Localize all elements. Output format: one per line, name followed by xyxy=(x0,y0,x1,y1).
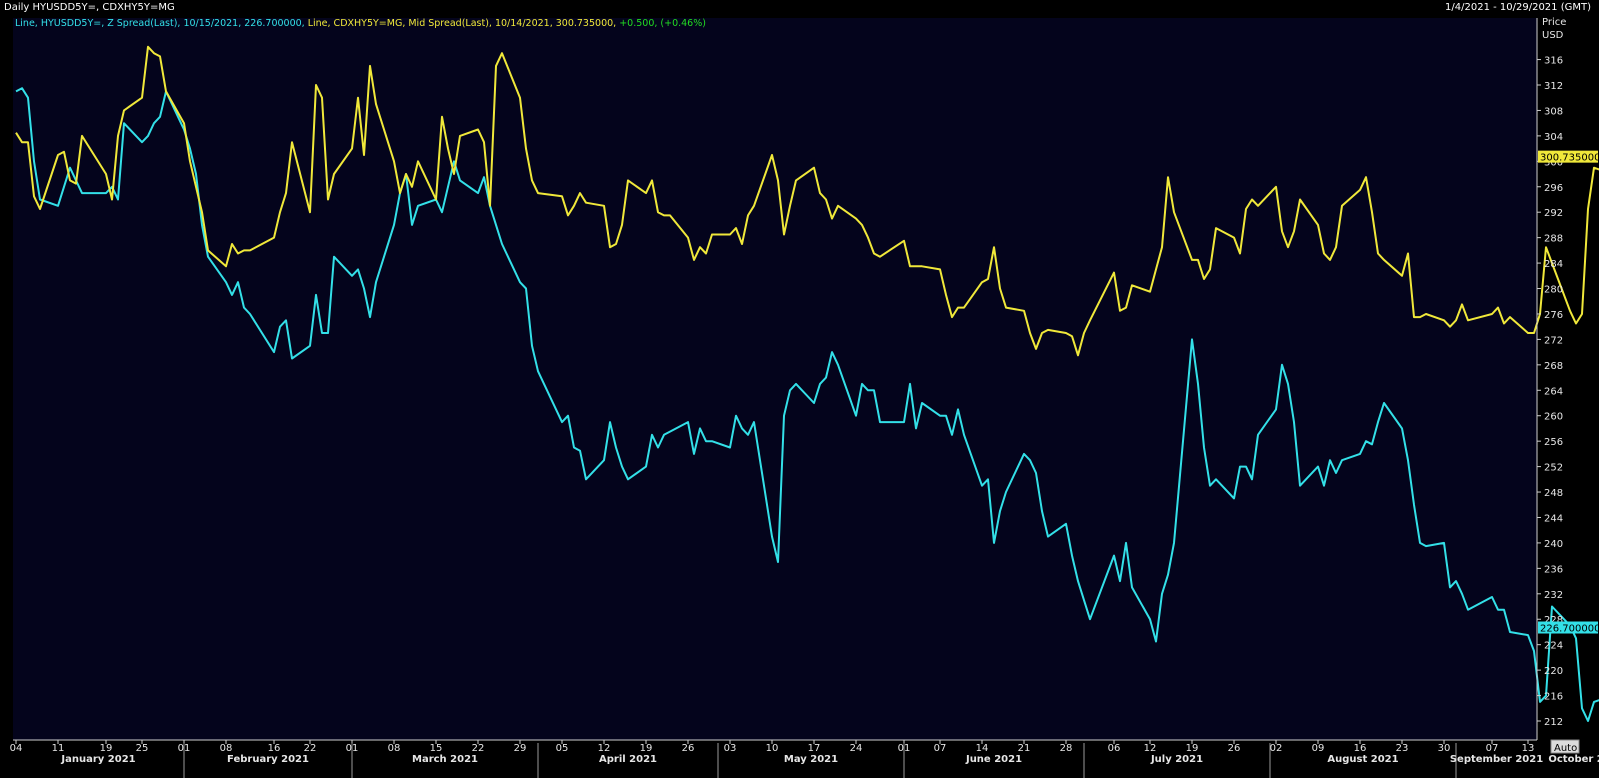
y-tick-label: 236 xyxy=(1544,564,1563,575)
y-tick-label: 252 xyxy=(1544,463,1563,474)
y-tick-label: 228 xyxy=(1544,615,1563,626)
y-tick-label: 264 xyxy=(1544,386,1563,397)
x-tick-label: 22 xyxy=(472,743,485,754)
x-tick-label: 10 xyxy=(766,743,779,754)
x-tick-label: 28 xyxy=(1060,743,1073,754)
y-tick-label: 296 xyxy=(1544,183,1563,194)
y-tick-label: 224 xyxy=(1544,641,1563,652)
y-axis-title-usd: USD xyxy=(1542,30,1564,41)
date-range: 1/4/2021 - 10/29/2021 (GMT) xyxy=(1445,2,1591,13)
x-tick-label: 24 xyxy=(850,743,863,754)
y-tick-label: 232 xyxy=(1544,590,1563,601)
x-tick-label: 19 xyxy=(640,743,653,754)
series-lines xyxy=(15,45,1599,722)
x-tick-label: 23 xyxy=(1396,743,1409,754)
x-tick-label: 07 xyxy=(1486,743,1499,754)
x-tick-label: 03 xyxy=(724,743,737,754)
y-tick-label: 268 xyxy=(1544,361,1563,372)
auto-button[interactable]: Auto xyxy=(1550,739,1580,754)
month-label: September 2021 xyxy=(1450,754,1543,765)
window-title-bar: Daily HYUSDD5Y=, CDXHY5Y=MG 1/4/2021 - 1… xyxy=(0,0,1599,16)
y-tick-label: 216 xyxy=(1544,692,1563,703)
x-tick-label: 06 xyxy=(1108,743,1121,754)
x-tick-label: 11 xyxy=(52,743,65,754)
x-tick-label: 13 xyxy=(1522,743,1535,754)
last-value-tag-bg xyxy=(1538,621,1598,634)
y-tick-label: 272 xyxy=(1544,335,1563,346)
legend-yellow: Line, CDXHY5Y=MG, Mid Spread(Last), 10/1… xyxy=(308,18,619,29)
legend: Line, HYUSDD5Y=, Z Spread(Last), 10/15/2… xyxy=(15,18,706,29)
x-tick-label: 15 xyxy=(430,743,443,754)
x-tick-label: 26 xyxy=(1228,743,1241,754)
x-tick-label: 12 xyxy=(598,743,611,754)
x-tick-label: 16 xyxy=(1354,743,1367,754)
y-tick-label: 308 xyxy=(1544,106,1563,117)
x-tick-label: 08 xyxy=(388,743,401,754)
month-label: January 2021 xyxy=(60,754,135,765)
plot-area xyxy=(13,18,1537,740)
month-label: February 2021 xyxy=(227,754,309,765)
x-tick-label: 26 xyxy=(682,743,695,754)
x-tick-label: 25 xyxy=(136,743,149,754)
y-tick-label: 248 xyxy=(1544,488,1563,499)
auto-button-bg[interactable] xyxy=(1550,739,1580,754)
y-tick-label: 304 xyxy=(1544,132,1563,143)
month-label: April 2021 xyxy=(599,754,657,765)
x-tick-label: 22 xyxy=(304,743,317,754)
y-axis-title-price: Price xyxy=(1542,17,1566,28)
x-tick-label: 30 xyxy=(1438,743,1451,754)
month-axis: January 2021 February 2021 March 2021 April… xyxy=(60,743,1599,778)
y-tick-label: 244 xyxy=(1544,513,1563,524)
x-tick-label: 09 xyxy=(1312,743,1325,754)
y-tick-label: 212 xyxy=(1544,717,1563,728)
x-tick-label: 05 xyxy=(556,743,569,754)
y-tick-label: 260 xyxy=(1544,412,1563,423)
x-tick-label: 14 xyxy=(976,743,989,754)
x-tick-label: 08 xyxy=(220,743,233,754)
y-tick-label: 256 xyxy=(1544,437,1563,448)
auto-button-label[interactable]: Auto xyxy=(1554,743,1577,754)
month-label: August 2021 xyxy=(1327,754,1398,765)
last-value-tag: 226.700000 xyxy=(1540,624,1599,635)
last-value-tag-bg xyxy=(1538,150,1598,163)
legend-change: +0.500, (+0.46%) xyxy=(619,18,706,29)
y-tick-label: 220 xyxy=(1544,666,1563,677)
y-tick-label: 280 xyxy=(1544,285,1563,296)
month-label: May 2021 xyxy=(784,754,838,765)
y-axis: 212 216 220 224 228 232 236 240 244 248 252 256 260 2… xyxy=(1536,18,1599,740)
x-tick-label: 17 xyxy=(808,743,821,754)
month-label: March 2021 xyxy=(412,754,478,765)
x-tick-label: 16 xyxy=(268,743,281,754)
x-tick-label: 12 xyxy=(1144,743,1157,754)
x-tick-label: 19 xyxy=(1186,743,1199,754)
y-tick-label: 284 xyxy=(1544,259,1563,270)
y-tick-label: 292 xyxy=(1544,208,1563,219)
x-tick-label: 02 xyxy=(1270,743,1283,754)
y-tick-label: 300 xyxy=(1544,157,1563,168)
month-label: June 2021 xyxy=(965,754,1022,765)
x-tick-label: 04 xyxy=(10,743,23,754)
series-line-cdxhy5y xyxy=(15,45,1599,357)
y-tick-label: 312 xyxy=(1544,81,1563,92)
y-tick-label: 276 xyxy=(1544,310,1563,321)
x-tick-label: 19 xyxy=(100,743,113,754)
series-line-hyusdd5y xyxy=(15,87,1599,722)
x-tick-label: 07 xyxy=(934,743,947,754)
last-value-tag: 300.735000 xyxy=(1540,153,1599,164)
month-label: July 2021 xyxy=(1150,754,1203,765)
legend-cyan: Line, HYUSDD5Y=, Z Spread(Last), 10/15/2… xyxy=(15,18,308,29)
y-tick-label: 316 xyxy=(1544,56,1563,67)
x-tick-label: 29 xyxy=(514,743,527,754)
y-tick-label: 240 xyxy=(1544,539,1563,550)
x-axis: 04 11 19 25 01 08 16 22 01 08 15 22 29 05 12 19 26 03 10 17… xyxy=(10,739,1576,754)
x-tick-label: 21 xyxy=(1018,743,1031,754)
y-tick-label: 288 xyxy=(1544,234,1563,245)
chart-title: Daily HYUSDD5Y=, CDXHY5Y=MG xyxy=(4,2,175,13)
month-label: October 2021 xyxy=(1548,754,1599,765)
